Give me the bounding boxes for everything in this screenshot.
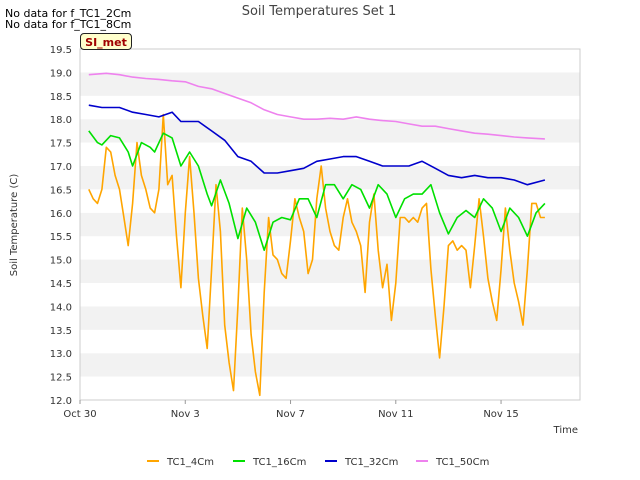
- plot-band: [80, 189, 580, 213]
- y-tick-label: 15.0: [50, 256, 72, 267]
- y-tick-label: 13.0: [50, 349, 72, 360]
- y-tick-label: 17.0: [50, 162, 72, 173]
- legend-label: TC1_32Cm: [344, 457, 398, 468]
- plot-band: [80, 72, 580, 96]
- plot-band: [80, 329, 580, 354]
- y-tick-label: 14.5: [50, 279, 72, 290]
- series-lines: [88, 72, 546, 397]
- legend-label: TC1_50Cm: [435, 457, 489, 468]
- legend-label: TC1_4Cm: [166, 457, 214, 468]
- x-tick-label: Nov 3: [171, 409, 200, 420]
- x-tick-label: Nov 7: [276, 409, 305, 420]
- no-data-note-2cm: No data for f_TC1_2Cm: [5, 7, 132, 20]
- y-tick-label: 12.5: [50, 373, 72, 384]
- y-tick-label: 19.5: [50, 45, 72, 56]
- y-tick-label: 16.0: [50, 209, 72, 220]
- x-tick-label: Oct 30: [63, 409, 96, 420]
- no-data-note-8cm: No data for f_TC1_8Cm: [5, 18, 132, 31]
- y-tick-label: 12.0: [50, 396, 72, 407]
- plot-band: [80, 142, 580, 166]
- series-line-tc1-4cm: [88, 113, 545, 397]
- y-tick-label: 18.5: [50, 92, 72, 103]
- plot-band: [80, 283, 580, 307]
- plot-band: [80, 306, 580, 330]
- y-tick-label: 16.5: [50, 185, 72, 196]
- x-axis-ticks: Oct 30 Nov 3 Nov 7 Nov 11 Nov 15: [63, 400, 519, 420]
- y-tick-label: 13.5: [50, 326, 72, 337]
- y-axis-ticks: 12.0 12.5 13.0 13.5 14.0 14.5 15.0 15.5 16.0 16.5…: [50, 45, 72, 407]
- plot-frame: [79, 48, 581, 401]
- plot-band: [80, 353, 580, 377]
- y-tick-label: 18.0: [50, 115, 72, 126]
- y-axis-label: Soil Temperature (C): [9, 174, 20, 277]
- plot-band: [80, 376, 580, 400]
- plot-band: [80, 119, 580, 143]
- site-badge: SI_met: [80, 33, 132, 50]
- plot-band: [80, 166, 580, 190]
- legend: TC1_4Cm TC1_16Cm TC1_32Cm TC1_50Cm: [147, 457, 489, 468]
- series-line-tc1-32cm: [88, 104, 546, 186]
- y-tick-label: 15.5: [50, 232, 72, 243]
- series-line-tc1-50cm: [88, 72, 545, 140]
- plot-band: [80, 259, 580, 283]
- x-tick-label: Nov 15: [483, 409, 518, 420]
- plot-band: [80, 236, 580, 260]
- plot-band: [80, 212, 580, 237]
- plot-bands: [80, 49, 580, 400]
- chart-title: Soil Temperatures Set 1: [242, 4, 397, 19]
- plot-band: [80, 49, 580, 73]
- legend-label: TC1_16Cm: [252, 457, 306, 468]
- y-tick-label: 17.5: [50, 139, 72, 150]
- x-axis-label: Time: [553, 425, 578, 436]
- series-line-tc1-16cm: [88, 130, 546, 251]
- y-tick-label: 14.0: [50, 302, 72, 313]
- plot-band: [80, 95, 580, 120]
- x-tick-label: Nov 11: [378, 409, 413, 420]
- y-tick-label: 19.0: [50, 68, 72, 79]
